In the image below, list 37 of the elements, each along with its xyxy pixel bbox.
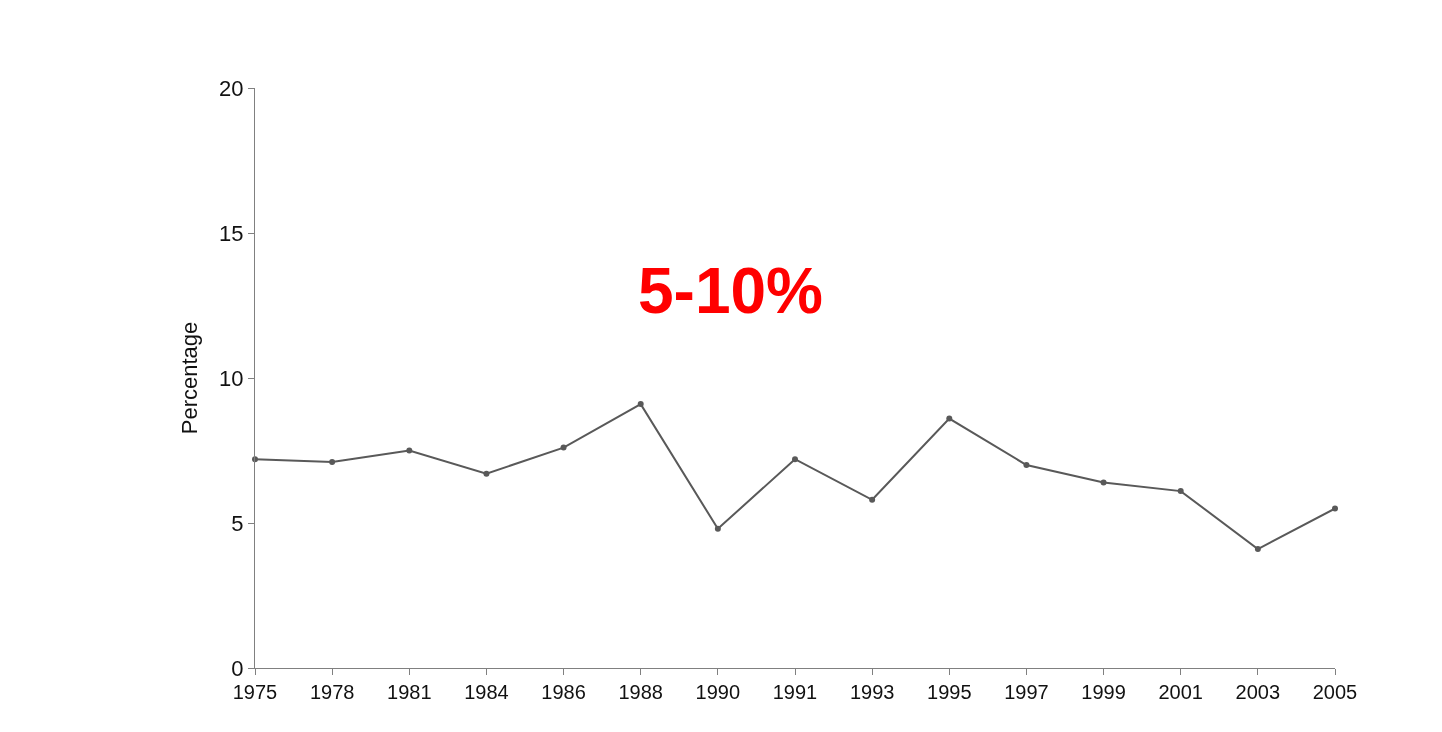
x-tick-label: 1975 xyxy=(232,681,278,703)
point xyxy=(329,459,336,466)
x-tick-label: 1993 xyxy=(849,681,895,703)
point xyxy=(483,470,490,477)
point xyxy=(1177,488,1184,495)
y-tick-label: 0 xyxy=(231,655,244,681)
x-tick-label: 1991 xyxy=(772,681,818,703)
point xyxy=(1254,546,1261,553)
point xyxy=(792,456,798,463)
x-tick-label: 1988 xyxy=(618,681,663,703)
x-tick-label: 1990 xyxy=(695,681,741,703)
point xyxy=(252,456,258,463)
point xyxy=(560,444,567,451)
x-tick-label: 1984 xyxy=(464,681,509,703)
x-tick-label: 2005 xyxy=(1312,681,1358,703)
annotation: 5-10% xyxy=(638,255,823,327)
x-tick-label: 1986 xyxy=(541,681,586,703)
x-tick-label: 2001 xyxy=(1158,681,1203,703)
x-tick-label: 1978 xyxy=(309,681,355,703)
x-tick-label: 2003 xyxy=(1235,681,1281,703)
y-axis-title: Percentage xyxy=(176,321,202,435)
point xyxy=(637,401,644,408)
point xyxy=(714,525,721,532)
y-tick-label: 5 xyxy=(231,510,244,536)
y-tick-label: 15 xyxy=(219,220,244,246)
y-tick-label: 10 xyxy=(219,365,244,391)
x-tick-label: 1981 xyxy=(387,681,432,703)
point xyxy=(1100,479,1107,486)
point xyxy=(946,415,953,422)
x-tick-label: 1997 xyxy=(1004,681,1049,703)
point xyxy=(406,447,413,454)
point xyxy=(1023,462,1030,468)
point xyxy=(869,496,876,503)
point xyxy=(1332,505,1338,512)
x-tick-label: 1995 xyxy=(927,681,972,703)
y-tick-label: 20 xyxy=(219,75,244,101)
x-tick-label: 1999 xyxy=(1081,681,1126,703)
